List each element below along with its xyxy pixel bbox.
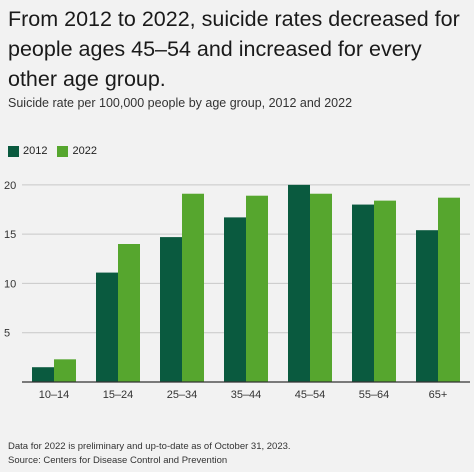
x-tick-label: 45–54	[295, 389, 326, 401]
y-tick-label: 5	[4, 328, 10, 340]
bar-2022	[118, 244, 140, 382]
legend-swatch-2022	[57, 145, 69, 157]
bar-2012	[160, 237, 182, 382]
legend: 2012 2022	[8, 145, 107, 157]
bar-2022	[54, 359, 76, 382]
bar-2022	[438, 197, 460, 382]
chart-subtitle: Suicide rate per 100,000 people by age g…	[8, 96, 353, 110]
legend-item-2012: 2012	[8, 145, 47, 157]
bar-2022	[246, 195, 268, 382]
x-tick-label: 25–34	[167, 389, 198, 401]
y-tick-label: 20	[4, 180, 16, 192]
y-tick-label: 15	[4, 229, 16, 241]
chart-title: From 2012 to 2022, suicide rates decreas…	[8, 7, 460, 91]
bar-2012	[416, 230, 438, 382]
bar-2012	[288, 184, 310, 382]
y-tick-label: 10	[4, 278, 16, 290]
bar-2012	[96, 272, 118, 382]
bar-2012	[32, 367, 54, 382]
bar-chart: 5 10 15 20 10–14 15–24 25–34 35–44 45–54 55–64 65+	[4, 180, 470, 401]
bar-2022	[182, 193, 204, 382]
x-tick-label: 65+	[429, 389, 448, 401]
legend-item-2022: 2022	[57, 145, 97, 157]
legend-label-2012: 2012	[23, 145, 48, 157]
x-tick-label: 35–44	[231, 389, 262, 401]
bar-2022	[374, 200, 396, 382]
bar-2012	[224, 217, 246, 382]
legend-label-2022: 2022	[72, 145, 97, 157]
bar-2022	[310, 193, 332, 382]
footnote-source: Source: Centers for Disease Control and …	[8, 455, 228, 466]
x-tick-label: 55–64	[359, 389, 390, 401]
footnote-preliminary: Data for 2022 is preliminary and up-to-d…	[8, 441, 291, 452]
x-tick-label: 15–24	[103, 389, 134, 401]
x-tick-label: 10–14	[39, 389, 70, 401]
legend-swatch-2012	[8, 145, 19, 157]
bar-2012	[352, 204, 374, 382]
footnotes: Data for 2022 is preliminary and up-to-d…	[8, 440, 470, 468]
